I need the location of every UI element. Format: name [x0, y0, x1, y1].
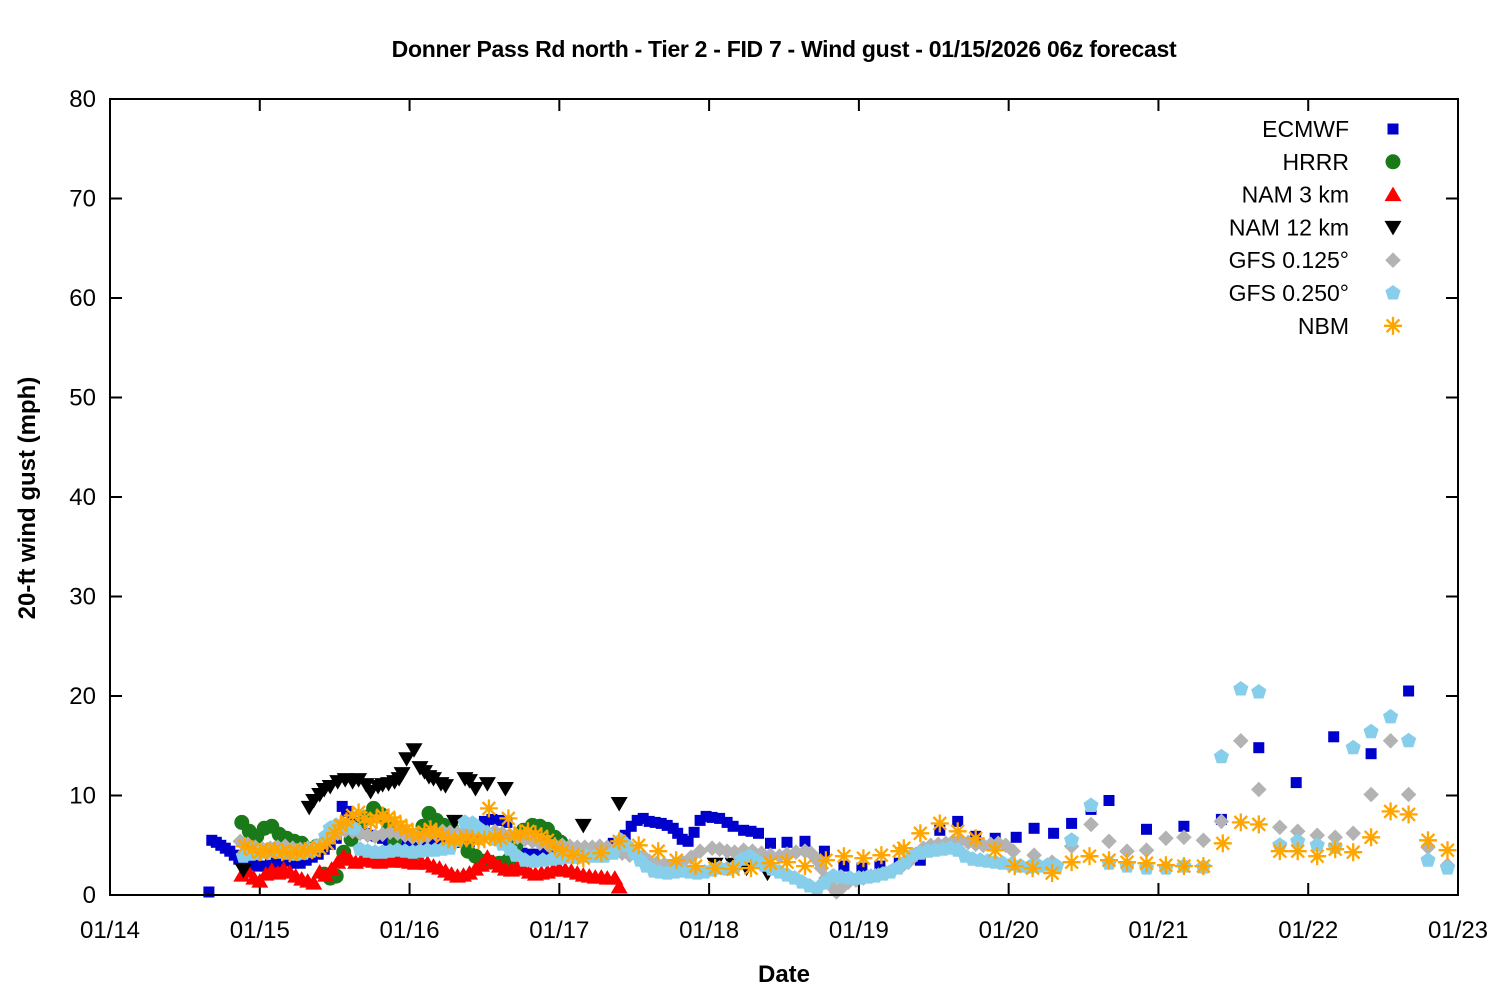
legend-item-GFS 0.125°: GFS 0.125°: [1229, 247, 1401, 273]
x-tick-label: 01/14: [80, 917, 140, 944]
legend-item-GFS 0.250°: GFS 0.250°: [1229, 280, 1401, 306]
legend-label: GFS 0.125°: [1229, 247, 1349, 273]
x-tick-label: 01/19: [829, 917, 889, 944]
y-tick-label: 0: [83, 882, 96, 909]
triangle-down-legend-marker-icon: [1384, 220, 1402, 236]
legend-label: NBM: [1298, 313, 1349, 339]
y-tick-label: 50: [69, 385, 96, 412]
legend-item-NAM 3 km: NAM 3 km: [1242, 182, 1402, 208]
legend-label: ECMWF: [1262, 116, 1349, 142]
y-tick-label: 80: [69, 86, 96, 113]
legend-item-ECMWF: ECMWF: [1262, 116, 1399, 142]
pentagon-legend-marker-icon: [1385, 285, 1401, 300]
x-tick-label: 01/18: [679, 917, 739, 944]
y-tick-label: 10: [69, 783, 96, 810]
legend-item-HRRR: HRRR: [1283, 149, 1401, 175]
y-tick-label: 70: [69, 186, 96, 213]
y-tick-label: 30: [69, 584, 96, 611]
chart-title: Donner Pass Rd north - Tier 2 - FID 7 - …: [391, 36, 1177, 62]
x-tick-label: 01/16: [380, 917, 440, 944]
x-axis-label: Date: [757, 961, 811, 988]
x-tick-label: 01/22: [1278, 917, 1338, 944]
legend-label: NAM 3 km: [1242, 182, 1349, 208]
legend-label: GFS 0.250°: [1229, 280, 1349, 306]
x-tick-label: 01/17: [529, 917, 589, 944]
diamond-legend-marker-icon: [1385, 252, 1401, 268]
legend-label: HRRR: [1283, 149, 1349, 175]
legend-item-NBM: NBM: [1298, 313, 1402, 339]
series-NAM 3 km: [233, 848, 628, 894]
x-tick-label: 01/20: [979, 917, 1039, 944]
asterisk-legend-marker-icon: [1384, 316, 1402, 335]
x-tick-label: 01/21: [1128, 917, 1188, 944]
circle-legend-marker-icon: [1385, 154, 1401, 170]
plot-border: [109, 98, 1459, 896]
legend: ECMWF HRRR NAM 3 km NAM 12 km GFS 0.125° GFS …: [1229, 116, 1402, 339]
y-tick-label: 40: [69, 484, 96, 511]
y-tick-label: 20: [69, 683, 96, 710]
triangle-up-legend-marker-icon: [1384, 186, 1402, 202]
x-tick-label: 01/15: [230, 917, 290, 944]
legend-label: NAM 12 km: [1229, 214, 1349, 240]
axis-tick-labels: 0 10 20 30 40 50 60 70 80 01/14 01/15 01/16 01/17 01/…: [69, 86, 1488, 944]
legend-item-NAM 12 km: NAM 12 km: [1229, 214, 1402, 240]
x-tick-label: 01/23: [1428, 917, 1488, 944]
square-legend-marker-icon: [1387, 123, 1399, 135]
series-NBM: [235, 799, 1457, 883]
y-tick-label: 60: [69, 285, 96, 312]
